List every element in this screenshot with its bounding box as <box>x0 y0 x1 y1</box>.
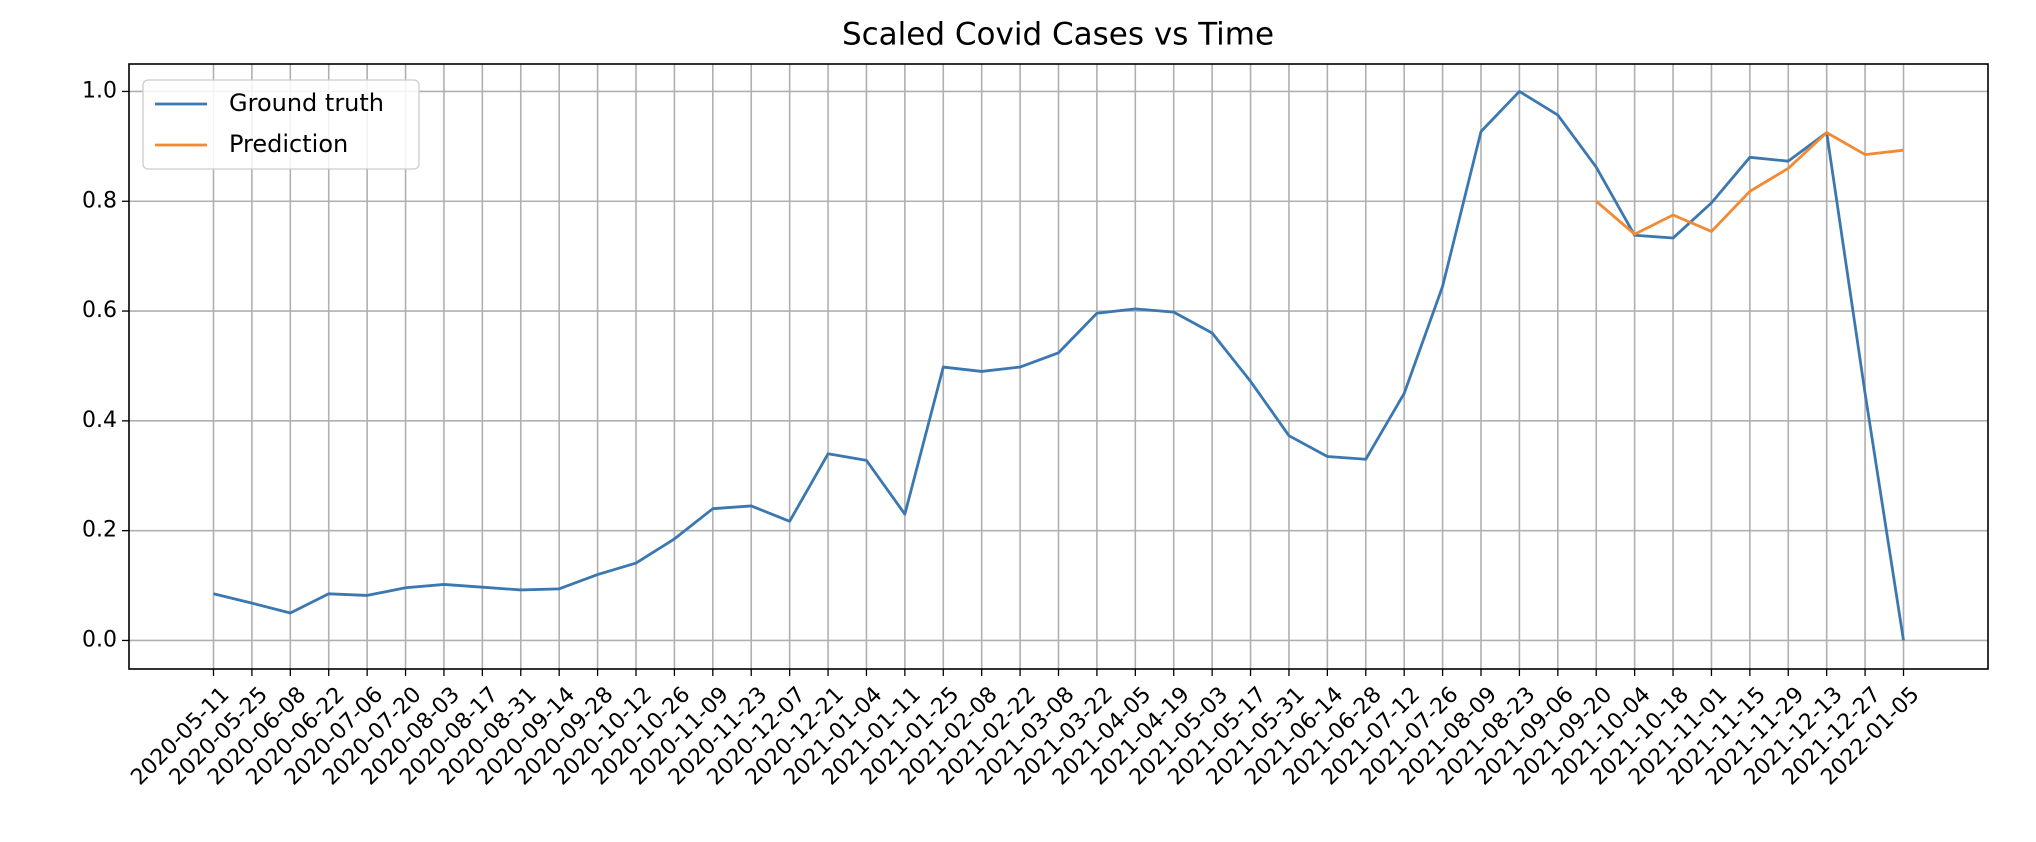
legend-label: Prediction <box>229 130 348 158</box>
legend: Ground truth Prediction <box>142 79 420 170</box>
y-tick-label: 0.0 <box>82 627 117 652</box>
legend-box <box>142 79 420 170</box>
legend-label: Ground truth <box>229 89 384 117</box>
y-tick-label: 0.8 <box>82 188 117 213</box>
chart-title: Scaled Covid Cases vs Time <box>842 17 1274 53</box>
y-tick-label: 0.2 <box>82 518 117 543</box>
series-line <box>213 90 1905 641</box>
y-tick-label: 1.0 <box>82 78 117 103</box>
y-tick-label: 0.6 <box>82 298 117 323</box>
series-line <box>1595 131 1904 236</box>
y-tick-label: 0.4 <box>82 408 117 433</box>
plot-frame <box>128 63 1989 670</box>
